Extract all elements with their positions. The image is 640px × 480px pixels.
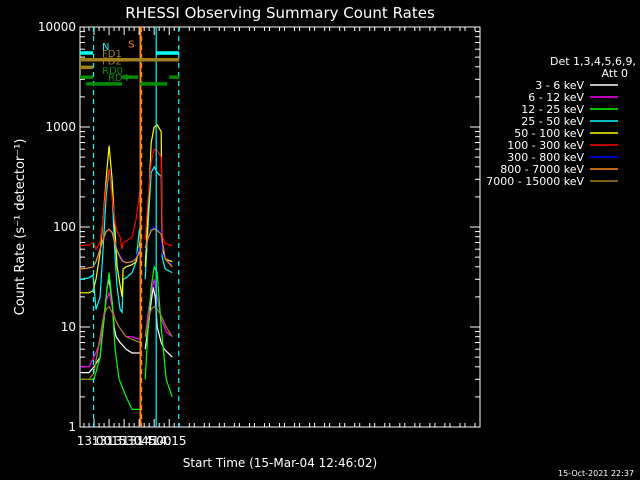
- legend-label: 300 - 800 keV: [507, 151, 584, 164]
- legend-label: 25 - 50 keV: [521, 115, 584, 128]
- x-axis-label: Start Time (15-Mar-04 12:46:02): [183, 456, 377, 470]
- x-tick-label: 13:30: [107, 434, 142, 448]
- legend-label: 800 - 7000 keV: [500, 163, 584, 176]
- chart-title: RHESSI Observing Summary Count Rates: [125, 4, 435, 22]
- legend-label: 7000 - 15000 keV: [486, 175, 584, 188]
- legend-label: 6 - 12 keV: [528, 91, 584, 104]
- y-tick-label: 1000: [45, 120, 76, 134]
- state-bar-label: FD1: [102, 49, 122, 60]
- legend-label: 3 - 6 keV: [535, 79, 584, 92]
- footer-timestamp: 15-Oct-2021 22:37: [558, 469, 634, 478]
- y-axis-label: Count Rate (s⁻¹ detector⁻¹): [13, 139, 28, 316]
- x-tick-label: 13:45: [122, 434, 157, 448]
- state-bar-label: FD2: [102, 56, 122, 67]
- legend-label: 50 - 100 keV: [514, 127, 584, 140]
- legend-label: 100 - 300 keV: [507, 139, 584, 152]
- state-bar-label: N: [102, 42, 109, 53]
- series-line: [80, 165, 173, 315]
- state-bar-label: RD0: [102, 66, 123, 77]
- x-tick-label: 14:00: [137, 434, 172, 448]
- legend-header-line-1: Det 1,3,4,5,6,9,: [550, 55, 636, 68]
- series-line: [80, 148, 173, 251]
- y-tick-label: 1: [68, 420, 76, 434]
- y-tick-label: 10000: [38, 20, 76, 34]
- legend-label: 12 - 25 keV: [521, 103, 584, 116]
- x-tick-label: 14:15: [152, 434, 187, 448]
- state-bar-label: RD4: [108, 73, 129, 84]
- y-tick-label: 100: [53, 220, 76, 234]
- state-bar-label: S: [128, 40, 134, 51]
- y-tick-label: 10: [61, 320, 76, 334]
- x-tick-label: 13:00: [77, 434, 112, 448]
- legend-header-line-2: Att 0: [602, 67, 628, 80]
- x-tick-label: 13:15: [92, 434, 127, 448]
